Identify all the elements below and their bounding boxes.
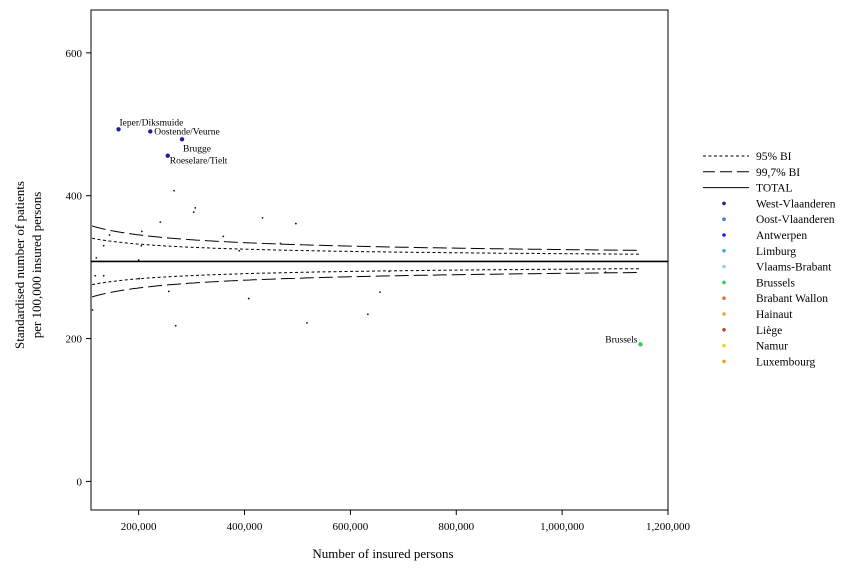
labeled-data-point [148,129,153,134]
labeled-data-point [179,137,185,142]
x-axis-title: Number of insured persons [312,546,453,561]
data-point [108,234,111,236]
data-point [102,274,105,277]
y-axis-title-line1: Standardised number of patients [12,181,27,349]
data-point [294,222,297,225]
ci997-upper [91,225,642,251]
x-tick-label: 400,000 [227,521,263,533]
data-point [137,259,140,261]
y-tick-label: 600 [66,48,83,60]
data-point [306,321,308,324]
legend-marker [722,296,726,301]
data-point [279,242,282,245]
data-point [102,244,105,247]
x-tick-label: 1,000,000 [540,521,585,533]
data-point [140,230,143,233]
y-tick-label: 0 [77,476,83,488]
legend-label: Vlaams-Brabant [756,262,832,274]
data-point [379,291,381,294]
labeled-data-point [165,153,170,158]
data-point [167,290,170,293]
labeled-data-point [116,127,121,132]
data-point [91,309,94,311]
data-label: Roeselare/Tielt [170,157,228,167]
legend-label: West-Vlaanderen [756,198,836,210]
data-point [140,244,143,247]
data-point [261,216,264,219]
data-point [388,270,390,273]
legend-label: 99,7% BI [756,167,800,179]
plot-frame [90,9,669,511]
legend-label: 95% BI [756,151,792,163]
data-point [173,189,176,192]
axis-layer: 0 200 400 600 200,000 400,000 600,000 800,000 1,… [66,9,691,533]
data-label: Brugge [183,144,211,154]
legend-marker [722,249,726,253]
x-tick-label: 1,200,000 [646,521,691,533]
data-point [238,249,241,252]
legend-marker [722,280,726,285]
y-tick-label: 200 [66,334,83,346]
legend-label: Brabant Wallon [756,293,828,305]
data-point [222,235,225,238]
data-point [604,271,607,274]
data-point [174,324,177,327]
legend-label: Brussels [756,277,796,289]
data-point [366,313,369,316]
legend-marker [722,217,726,221]
legend-marker [722,264,726,269]
legend-marker [722,312,726,316]
ci95-lower [92,268,642,286]
legend-label: Antwerpen [756,230,807,242]
legend-marker [722,328,726,332]
data-point [95,256,98,259]
data-point [247,297,250,300]
data-point [94,274,97,277]
x-tick-label: 800,000 [438,521,474,533]
legend-marker [722,201,726,206]
ci95-upper [92,237,642,255]
legend-label: Hainaut [756,309,793,321]
legend-label: Liège [756,325,782,337]
data-label: Ieper/Diksmuide [120,118,184,128]
legend-label: Luxembourg [756,356,815,368]
legend-label: Namur [756,341,788,353]
data-point [192,211,195,214]
data-label: Oostende/Veurne [154,127,219,137]
labeled-data-point [638,342,643,347]
x-tick-label: 600,000 [333,521,369,533]
legend-label: TOTAL [756,183,793,195]
legend-label: Oost-Vlaanderen [756,214,835,226]
data-label: Brussels [605,335,638,345]
y-tick-label: 400 [66,191,83,203]
data-point [159,221,162,224]
ci997-lower [91,272,642,298]
legend-marker [722,233,726,237]
y-axis-title-line2: per 100,000 insured persons [29,192,44,339]
legend-marker [722,359,726,364]
legend-marker [722,343,726,348]
data-point [138,277,141,280]
data-point [194,206,197,209]
x-tick-label: 200,000 [121,521,157,533]
legend: 95% BI 99,7% BI TOTAL West-Vlaanderen Oost-V… [703,151,836,368]
legend-label: Limburg [756,246,796,258]
